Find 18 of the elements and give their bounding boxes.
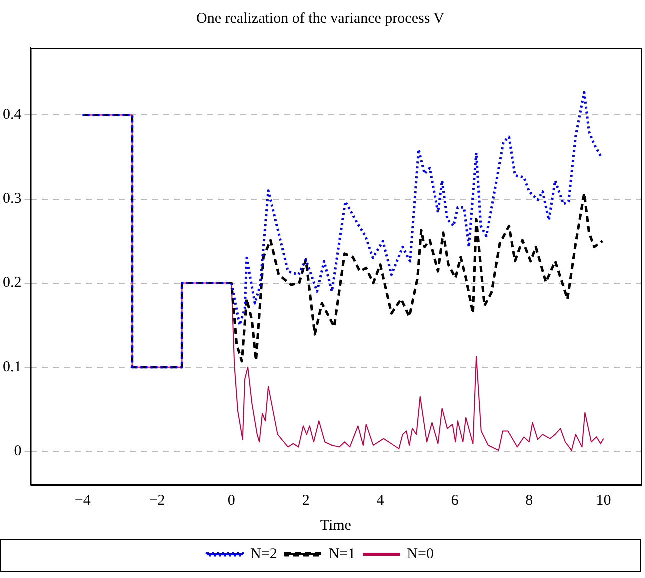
chart-title: One realization of the variance process V (196, 10, 445, 27)
x-tick-label: 0 (228, 492, 236, 509)
legend-label: N=2 (250, 546, 278, 562)
legend-label: N=1 (328, 546, 356, 562)
legend-label: N=0 (407, 546, 434, 562)
y-tick-label: 0 (14, 443, 22, 460)
x-tick-label: 10 (596, 492, 612, 509)
x-tick-label: −2 (149, 492, 166, 509)
x-tick-label: 4 (376, 492, 385, 509)
x-tick-label: 2 (302, 492, 310, 509)
x-tick-label: 8 (526, 492, 534, 509)
y-tick-label: 0.4 (3, 107, 22, 124)
y-tick-label: 0.1 (3, 359, 22, 376)
y-tick-label: 0.2 (3, 275, 22, 292)
x-axis-title: Time (320, 518, 352, 534)
x-tick-label: −4 (74, 492, 92, 509)
y-tick-label: 0.3 (3, 191, 22, 208)
x-tick-label: 6 (451, 492, 460, 509)
